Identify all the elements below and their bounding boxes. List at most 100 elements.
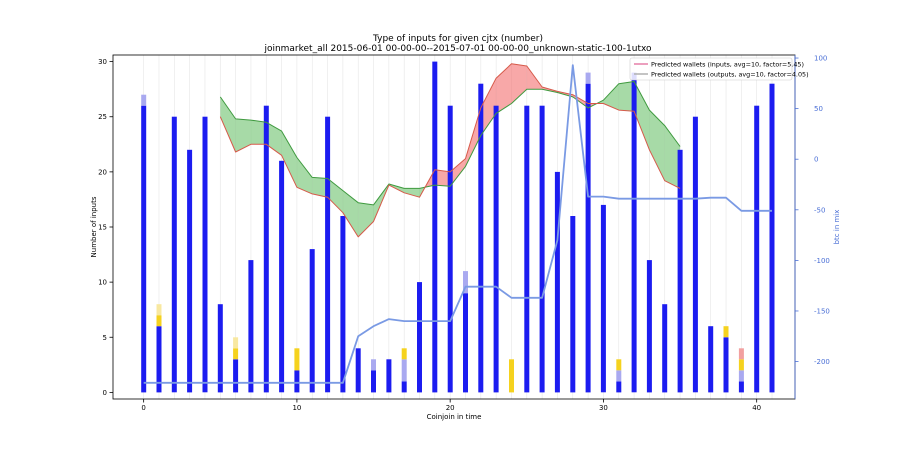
series-lines [143, 63, 772, 384]
bar-blue-17 [401, 381, 407, 393]
chart-title: Type of inputs for given cjtx (number) [372, 34, 543, 44]
bar-yellow-38 [723, 326, 729, 338]
fill-segment-22 [480, 78, 497, 136]
y-right-tick-label--150: -150 [814, 307, 830, 315]
bar-blue-6 [233, 359, 239, 393]
legend-label-inputs: Predicted wallets (inputs, avg=10, facto… [651, 61, 804, 69]
legend-box [629, 57, 793, 81]
bar-blue-32 [631, 72, 637, 393]
fill-segment-7 [250, 120, 267, 145]
btc-in-mix-line [143, 64, 772, 384]
bar-blue-18 [417, 282, 422, 393]
y-tick-label-0: 0 [103, 389, 107, 397]
bars [141, 61, 775, 393]
x-tick-label-30: 30 [599, 404, 608, 412]
bar-blue-15 [371, 370, 376, 393]
bar-blue-33 [646, 260, 652, 393]
y-right-tick-label-50: 50 [814, 105, 823, 113]
bar-blue-13 [340, 216, 346, 393]
bar-blue-35 [677, 149, 683, 393]
fill-segment-5 [220, 96, 236, 152]
bar-blue-3 [187, 149, 193, 393]
bar-light-blue-39 [738, 370, 744, 382]
bar-blue-41 [769, 83, 775, 393]
bar-blue-37 [708, 326, 714, 393]
bar-blue-16 [386, 359, 392, 393]
bar-blue-10 [294, 370, 300, 393]
bar-blue-19 [432, 61, 438, 393]
y-right-tick-label--50: -50 [814, 206, 825, 214]
fill-segment-23 [496, 63, 512, 114]
fill-segment-31 [618, 81, 635, 112]
bar-blue-22 [478, 83, 484, 393]
bar-blue-28 [570, 216, 576, 393]
bar-yellow-17 [401, 348, 407, 360]
y-right-tick-label--100: -100 [814, 257, 830, 265]
y-tick-label-15: 15 [98, 224, 107, 232]
bar-blue-27 [554, 171, 560, 393]
predicted-outputs-line [219, 81, 681, 206]
fill-segment-24 [511, 63, 527, 104]
x-tick-label-0: 0 [141, 404, 145, 412]
y-tick-label-10: 10 [98, 279, 107, 287]
y-axis-right-label: btc in mix [833, 210, 841, 245]
x-axis: 0 10 20 30 40 [141, 399, 761, 412]
bar-blue-39 [738, 381, 744, 393]
bar-blue-36 [692, 116, 698, 393]
bar-blue-2 [171, 116, 177, 393]
x-tick-label-10: 10 [292, 404, 301, 412]
bar-blue-8 [263, 105, 269, 393]
bar-light-blue-0 [141, 94, 147, 106]
bar-blue-29 [585, 83, 591, 393]
bar-yellow-10 [294, 348, 300, 371]
bar-blue-11 [309, 249, 315, 393]
fill-segment-32 [634, 81, 650, 150]
bar-blue-7 [248, 260, 254, 393]
legend: Predicted wallets (inputs, avg=10, facto… [629, 57, 809, 81]
fill-segment-30 [603, 83, 619, 111]
y-tick-label-25: 25 [98, 113, 107, 121]
fill-segment-17 [404, 188, 420, 198]
y-right-tick-label-0: 0 [814, 156, 818, 164]
bar-blue-9 [279, 160, 285, 393]
fill-segment-10 [296, 157, 313, 194]
fill-segment-20 [450, 158, 466, 187]
y-tick-label-30: 30 [98, 58, 107, 66]
bar-blue-25 [524, 105, 530, 393]
bar-blue-21 [463, 293, 468, 393]
bar-blue-5 [217, 304, 223, 393]
fill-segment-11 [312, 177, 328, 198]
bar-light-blue-21 [463, 271, 468, 294]
bar-blue-38 [723, 337, 729, 393]
bar-blue-4 [202, 116, 208, 393]
bar-light-yellow-1 [156, 304, 162, 316]
bar-light-blue-31 [616, 370, 622, 382]
fill-segment-9 [281, 131, 297, 188]
y-axis-left: 0 5 10 15 20 25 30 [98, 58, 113, 397]
bar-blue-30 [600, 204, 606, 393]
bar-yellow-6 [233, 348, 239, 360]
fill-segment-13 [342, 190, 359, 237]
bar-light-blue-17 [401, 359, 407, 382]
bar-blue-14 [355, 348, 361, 393]
bar-blue-1 [156, 326, 162, 393]
bar-blue-34 [662, 304, 668, 393]
bar-blue-0 [141, 105, 147, 393]
bar-blue-23 [493, 105, 499, 393]
bar-blue-12 [325, 116, 331, 393]
predicted-inputs-line [219, 63, 681, 238]
bar-yellow-24 [509, 359, 514, 393]
y-right-tick-label--200: -200 [814, 358, 830, 366]
bar-blue-40 [754, 105, 760, 393]
bar-light-blue-29 [585, 72, 591, 84]
fill-segment-21 [465, 107, 481, 167]
y-axis-right: 100 50 0 -50 -100 -150 -200 [794, 55, 830, 399]
fill-segment-33 [649, 110, 665, 181]
bar-pink-39 [738, 348, 744, 360]
bar-yellow-31 [616, 359, 622, 371]
bar-light-blue-15 [371, 359, 376, 371]
bar-light-yellow-6 [233, 337, 239, 349]
fill-segment-12 [327, 178, 343, 213]
bar-blue-26 [539, 105, 545, 393]
